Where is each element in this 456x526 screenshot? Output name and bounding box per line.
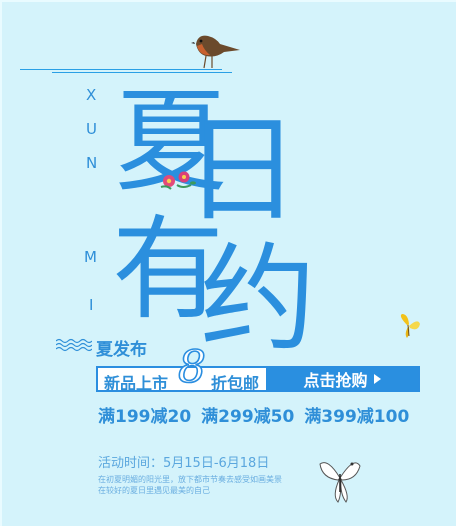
blurb-line: 在较好的夏日里遇见最美的自己 [98, 486, 210, 495]
new-arrivals-label: 新品上市 [104, 374, 169, 393]
discount-number: 8 [177, 342, 207, 393]
headline-char: 日 [184, 103, 300, 238]
offer-item: 满299减50 [201, 407, 295, 427]
vertical-letter: M [84, 248, 97, 266]
headline-char: 约 [200, 232, 316, 367]
bird-icon [191, 35, 240, 69]
vertical-letter: U [86, 120, 97, 138]
wire-line [20, 69, 222, 70]
yellow-butterfly-icon [400, 314, 420, 338]
event-time: 活动时间：5月15日-6月18日 [98, 456, 270, 471]
offer-item: 满199减20 [98, 407, 192, 427]
buy-now-button[interactable]: 点击抢购 [266, 368, 418, 390]
vertical-letter: N [86, 154, 98, 172]
blurb-line: 在初夏明媚的阳光里，放下都市节奏去感受如画美景 [98, 475, 282, 484]
discount-text: 折包邮 [211, 374, 260, 393]
vertical-letter: X [86, 86, 97, 104]
white-butterfly-icon [319, 462, 361, 503]
wire-line [52, 72, 232, 73]
offers: 满199减20 满299减50 满399减100 [98, 402, 419, 427]
summer-release-label: 夏发布 [96, 340, 147, 360]
frame-left [0, 0, 2, 526]
flower-icon [160, 171, 196, 190]
headline-char: 有 [112, 205, 224, 335]
buy-now-label: 点击抢购 [303, 371, 368, 390]
frame-top [0, 0, 456, 2]
promo-bar: 新品上市 8 折包邮 点击抢购 [96, 345, 420, 393]
offer-item: 满399减100 [304, 407, 410, 427]
waves-icon [56, 338, 92, 352]
blurb: 在初夏明媚的阳光里，放下都市节奏去感受如画美景 在较好的夏日里遇见最美的自己 [98, 474, 282, 496]
vertical-letter: I [89, 296, 94, 314]
play-triangle-icon [373, 374, 381, 384]
